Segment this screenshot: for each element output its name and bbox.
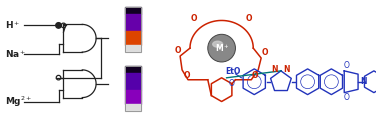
Text: N: N bbox=[360, 77, 367, 86]
Text: Na$^+$: Na$^+$ bbox=[5, 48, 27, 60]
Text: M$^+$: M$^+$ bbox=[215, 42, 230, 54]
Text: N: N bbox=[284, 65, 290, 74]
Text: O: O bbox=[343, 61, 349, 70]
Bar bbox=[125, 7, 141, 14]
Bar bbox=[125, 90, 141, 104]
Ellipse shape bbox=[213, 41, 223, 47]
Bar bbox=[125, 7, 141, 52]
Text: O: O bbox=[246, 14, 253, 23]
Bar bbox=[125, 14, 141, 31]
Bar bbox=[125, 66, 141, 111]
Text: O: O bbox=[252, 71, 259, 80]
Text: H$^+$: H$^+$ bbox=[5, 20, 21, 31]
Text: O: O bbox=[262, 48, 268, 57]
Text: O: O bbox=[229, 79, 234, 88]
Circle shape bbox=[56, 23, 61, 28]
Bar bbox=[125, 104, 141, 111]
Text: O: O bbox=[191, 14, 197, 23]
Text: N: N bbox=[272, 65, 278, 74]
Text: O: O bbox=[343, 93, 349, 102]
Text: O: O bbox=[184, 71, 190, 80]
Circle shape bbox=[208, 34, 235, 62]
Bar bbox=[125, 31, 141, 45]
Text: O: O bbox=[175, 46, 181, 55]
Bar bbox=[125, 45, 141, 52]
Bar bbox=[125, 66, 141, 73]
Bar bbox=[125, 73, 141, 90]
Text: Mg$^{2+}$: Mg$^{2+}$ bbox=[5, 94, 33, 109]
Text: EtO: EtO bbox=[225, 67, 240, 76]
